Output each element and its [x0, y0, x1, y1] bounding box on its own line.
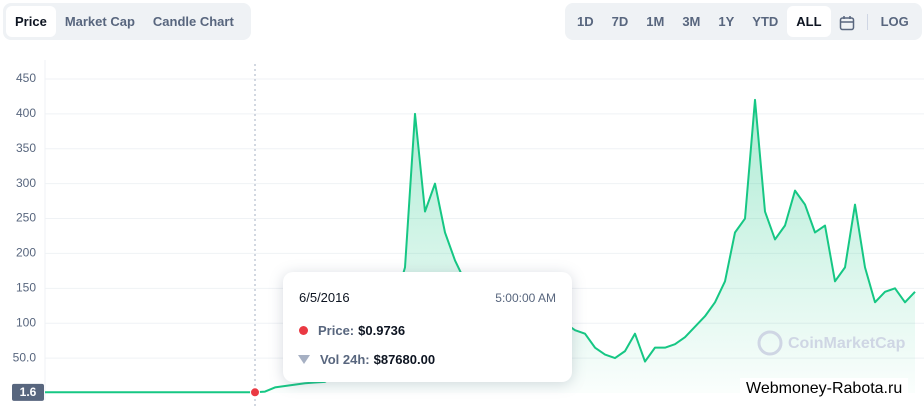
- range-button[interactable]: 1Y: [718, 14, 735, 29]
- tab[interactable]: Candle Chart: [152, 14, 234, 29]
- y-tick-label: 350: [16, 141, 36, 155]
- volume-icon: [298, 355, 310, 364]
- tooltip-date: 6/5/2016: [299, 290, 350, 305]
- y-tick-label: 400: [16, 106, 36, 120]
- watermark: CoinMarketCap: [757, 330, 906, 356]
- calendar-icon: [839, 15, 854, 30]
- range-button[interactable]: 3M: [682, 14, 701, 29]
- y-tick-label: 50.0: [13, 350, 37, 364]
- calendar-button[interactable]: [831, 6, 863, 37]
- range-button[interactable]: 1D: [577, 14, 594, 29]
- range-group: 1D 7D 1M 3M 1Y YTD ALL LOG: [565, 3, 922, 40]
- range-button[interactable]: ALL: [787, 6, 831, 37]
- range-button[interactable]: 7D: [611, 14, 629, 29]
- price-dot: [299, 326, 308, 335]
- watermark-text: CoinMarketCap: [788, 335, 906, 352]
- log-button[interactable]: LOG: [880, 14, 909, 29]
- y-tick-label: 200: [16, 246, 36, 260]
- y-tick-label: 100: [16, 315, 36, 329]
- tab[interactable]: Price: [6, 6, 56, 37]
- tab[interactable]: Market Cap: [64, 14, 135, 29]
- range-button[interactable]: 1M: [646, 14, 665, 29]
- y-tick-label: 150: [16, 280, 36, 294]
- cursor-value-label: 1.6: [20, 385, 37, 399]
- cursor-dot: [250, 387, 260, 398]
- y-tick-label: 450: [16, 71, 36, 85]
- y-tick-label: 250: [16, 211, 36, 225]
- tooltip-time: 5:00:00 AM: [495, 290, 556, 305]
- y-tick-label: 300: [16, 176, 36, 190]
- price-label: Price:: [318, 323, 355, 338]
- cursor-value-box: [12, 383, 44, 401]
- separator: [866, 13, 868, 30]
- price-value: $0.9736: [358, 323, 406, 338]
- site-caption: Webmoney-Rabota.ru: [740, 378, 909, 400]
- tab-group: Price Market Cap Candle Chart: [3, 3, 251, 40]
- volume-value: $87680.00: [373, 352, 436, 367]
- tooltip: 6/5/2016 5:00:00 AM Price: $0.9736 Vol 24…: [283, 272, 572, 382]
- volume-label: Vol 24h:: [320, 352, 370, 367]
- range-button[interactable]: YTD: [752, 14, 779, 29]
